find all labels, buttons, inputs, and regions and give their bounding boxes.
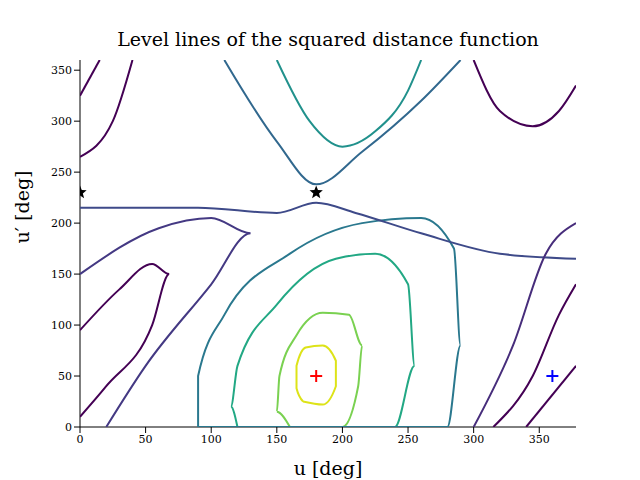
svg-text:50: 50 bbox=[58, 370, 72, 383]
svg-text:u′ [deg]: u′ [deg] bbox=[11, 171, 33, 244]
svg-text:150: 150 bbox=[51, 268, 72, 281]
svg-text:200: 200 bbox=[51, 217, 72, 230]
svg-text:350: 350 bbox=[529, 433, 550, 446]
svg-text:100: 100 bbox=[51, 319, 72, 332]
svg-text:300: 300 bbox=[51, 115, 72, 128]
svg-text:200: 200 bbox=[332, 433, 353, 446]
html-text:Level lines of the squared dis: Level lines of the squared distance func… bbox=[117, 28, 539, 50]
svg-text:250: 250 bbox=[398, 433, 419, 446]
svg-text:100: 100 bbox=[201, 433, 222, 446]
svg-text:u [deg]: u [deg] bbox=[294, 457, 363, 479]
svg-text:150: 150 bbox=[266, 433, 287, 446]
svg-text:250: 250 bbox=[51, 166, 72, 179]
svg-text:300: 300 bbox=[463, 433, 484, 446]
svg-text:0: 0 bbox=[65, 421, 72, 434]
svg-text:50: 50 bbox=[139, 433, 153, 446]
svg-text:350: 350 bbox=[51, 64, 72, 77]
svg-text:0: 0 bbox=[77, 433, 84, 446]
